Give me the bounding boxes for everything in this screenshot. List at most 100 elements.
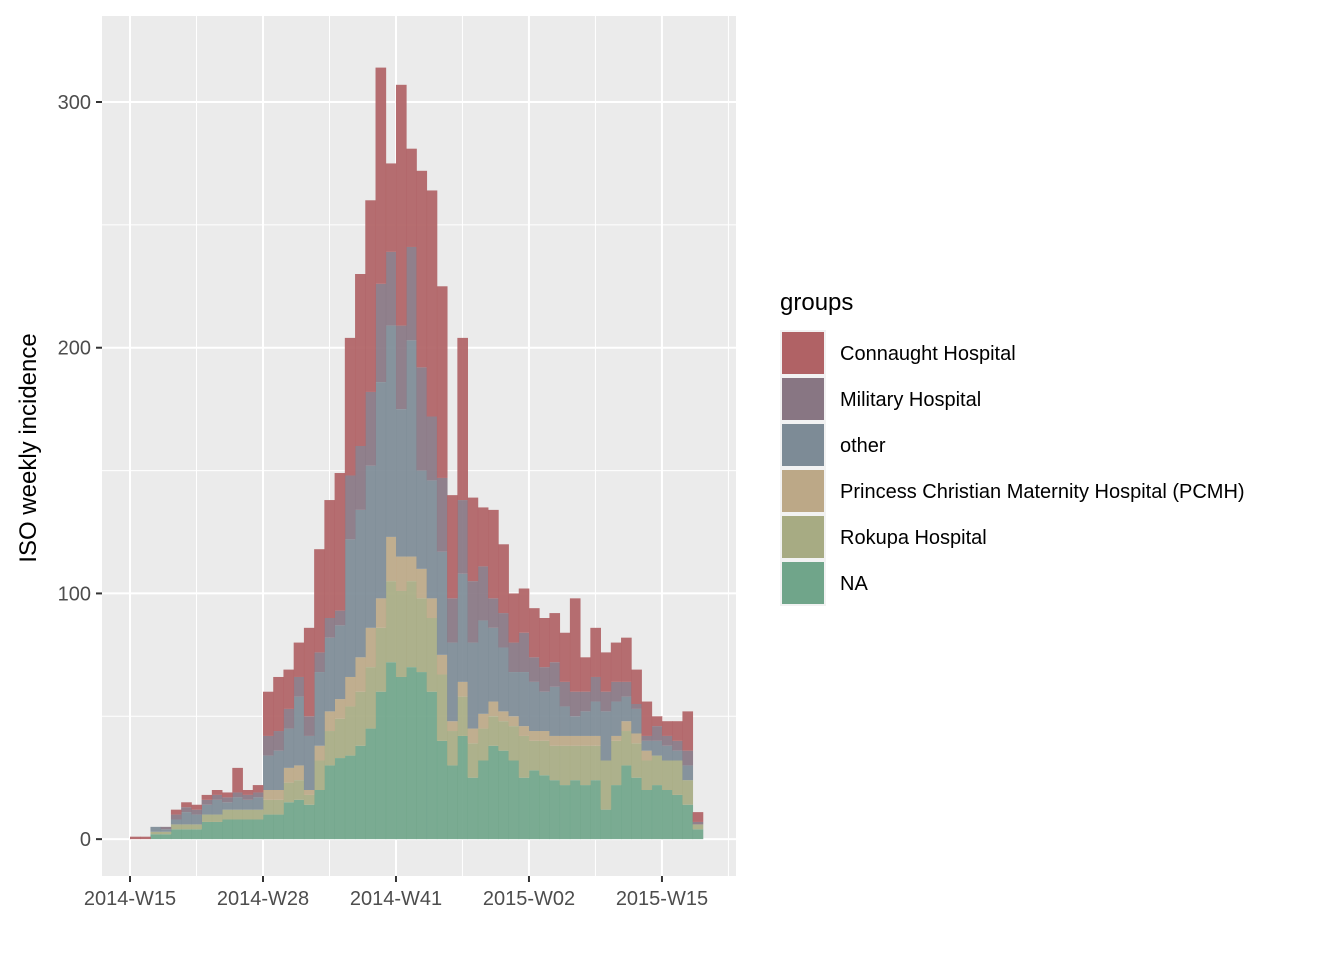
bar-segment bbox=[406, 581, 417, 668]
bar-segment bbox=[488, 598, 499, 628]
bar-segment bbox=[303, 627, 315, 717]
bar-segment bbox=[590, 676, 601, 702]
bar-segment bbox=[395, 676, 407, 840]
bar-segment bbox=[528, 770, 540, 840]
bar-segment bbox=[436, 740, 448, 840]
bar-segment bbox=[457, 696, 468, 736]
bar-segment bbox=[682, 750, 694, 766]
bar-segment bbox=[355, 657, 366, 692]
bar-segment bbox=[191, 809, 203, 815]
bar-segment bbox=[303, 735, 315, 790]
x-tick-label: 2014-W41 bbox=[350, 888, 442, 910]
bar-segment bbox=[559, 735, 571, 746]
bar-segment bbox=[385, 536, 397, 582]
bar-segment bbox=[467, 581, 479, 643]
bar-segment bbox=[201, 799, 213, 805]
bar-segment bbox=[539, 618, 550, 668]
bar-segment bbox=[334, 625, 346, 700]
bar-segment bbox=[621, 696, 632, 722]
bar-segment bbox=[518, 777, 530, 840]
x-tick-label: 2014-W28 bbox=[217, 888, 309, 910]
bar-segment bbox=[262, 799, 274, 815]
bar-segment bbox=[395, 325, 407, 410]
bar-segment bbox=[457, 337, 468, 501]
bar-segment bbox=[457, 681, 468, 697]
bar-segment bbox=[549, 735, 561, 746]
bar-segment bbox=[661, 735, 673, 746]
bar-segment bbox=[436, 551, 448, 655]
bar-segment bbox=[621, 731, 632, 766]
bar-segment bbox=[692, 829, 704, 840]
bar-segment bbox=[477, 728, 489, 761]
bar-segment bbox=[344, 475, 356, 540]
bar-segment bbox=[467, 497, 479, 582]
y-tick-label: 0 bbox=[80, 829, 91, 851]
bar-segment bbox=[406, 556, 417, 582]
bar-segment bbox=[273, 676, 284, 732]
bar-segment bbox=[631, 777, 642, 840]
bar-segment bbox=[580, 711, 591, 736]
bar-segment bbox=[170, 829, 182, 840]
bar-segment bbox=[211, 814, 223, 822]
bar-segment bbox=[355, 691, 366, 746]
bar-segment bbox=[651, 726, 663, 741]
bar-segment bbox=[416, 568, 428, 599]
bar-segment bbox=[518, 588, 530, 633]
bar-segment bbox=[385, 325, 397, 537]
bar-segment bbox=[600, 711, 612, 761]
bar-segment bbox=[457, 735, 468, 840]
bar-segment bbox=[569, 745, 581, 781]
x-tick-label: 2015-W15 bbox=[616, 888, 708, 910]
bar-segment bbox=[477, 760, 489, 840]
bar-segment bbox=[406, 340, 417, 557]
bar-segment bbox=[375, 382, 387, 599]
bar-segment bbox=[293, 799, 305, 840]
bar-segment bbox=[447, 495, 458, 599]
bar-segment bbox=[170, 814, 182, 820]
bar-segment bbox=[191, 814, 203, 825]
bar-segment bbox=[426, 598, 438, 618]
axes: 0 100 200 300 2014-W15 2014-W28 2014-W41 2015-W… bbox=[58, 92, 708, 910]
bar-segment bbox=[426, 618, 438, 692]
bar-segment bbox=[385, 662, 397, 840]
bar-segment bbox=[477, 620, 489, 714]
bar-segment bbox=[621, 721, 632, 732]
bar-segment bbox=[375, 598, 387, 628]
bar-segment bbox=[672, 760, 683, 795]
bar-segment bbox=[477, 507, 489, 567]
bar-segment bbox=[262, 814, 274, 840]
bar-segment bbox=[201, 804, 213, 815]
bar-segment bbox=[201, 814, 213, 822]
bar-segment bbox=[406, 246, 417, 341]
bar-segment bbox=[416, 367, 428, 471]
bar-segment bbox=[334, 610, 346, 626]
bar-segment bbox=[252, 819, 264, 840]
bar-segment bbox=[395, 84, 407, 326]
bar-segment bbox=[447, 642, 458, 722]
bar-segment bbox=[559, 785, 571, 840]
legend-swatch bbox=[782, 424, 824, 466]
legend-label: Princess Christian Maternity Hospital (P… bbox=[840, 481, 1245, 503]
bar-segment bbox=[477, 566, 489, 621]
bar-segment bbox=[631, 704, 642, 709]
bar-segment bbox=[324, 618, 335, 638]
bar-segment bbox=[559, 745, 571, 786]
y-tick-label: 200 bbox=[58, 338, 91, 360]
bar-segment bbox=[488, 716, 499, 746]
bar-segment bbox=[467, 642, 479, 729]
legend-swatch bbox=[782, 378, 824, 420]
bar-segment bbox=[416, 672, 428, 840]
legend-label: Rokupa Hospital bbox=[840, 527, 987, 549]
bar-segment bbox=[559, 706, 571, 736]
bar-segment bbox=[631, 669, 642, 704]
bar-segment bbox=[191, 824, 203, 830]
bar-segment bbox=[273, 731, 284, 751]
bar-segment bbox=[324, 500, 335, 618]
stacked-bars bbox=[130, 67, 704, 840]
bar-segment bbox=[631, 733, 642, 744]
bar-segment bbox=[641, 750, 653, 761]
bar-segment bbox=[375, 627, 387, 692]
bar-segment bbox=[334, 699, 346, 719]
bar-segment bbox=[590, 627, 601, 677]
bar-segment bbox=[661, 721, 673, 736]
